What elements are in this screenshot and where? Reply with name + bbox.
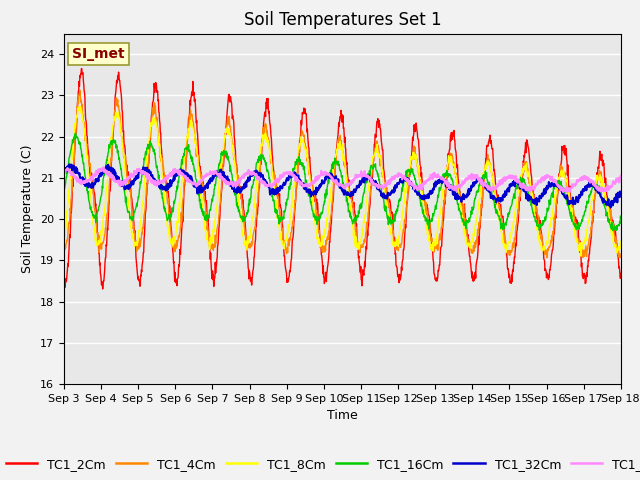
TC1_8Cm — [171, 234, 179, 240]
TC1_8Cm — [76, 103, 84, 109]
TC1_4Cm — [184, 130, 192, 136]
TC1_32Cm — [171, 176, 179, 181]
TC1_16Cm — [184, 147, 192, 153]
TC1_16Cm — [72, 131, 79, 136]
Legend: TC1_2Cm, TC1_4Cm, TC1_8Cm, TC1_16Cm, TC1_32Cm, TC1_50Cm: TC1_2Cm, TC1_4Cm, TC1_8Cm, TC1_16Cm, TC1… — [1, 453, 640, 476]
TC1_2Cm — [429, 259, 437, 264]
TC1_2Cm — [617, 271, 625, 276]
TC1_32Cm — [617, 189, 625, 195]
TC1_4Cm — [76, 87, 84, 93]
TC1_50Cm — [429, 176, 437, 181]
TC1_4Cm — [617, 254, 625, 260]
TC1_50Cm — [551, 177, 559, 183]
TC1_50Cm — [246, 169, 254, 175]
TC1_2Cm — [185, 115, 193, 120]
TC1_32Cm — [65, 161, 73, 167]
TC1_2Cm — [172, 270, 179, 276]
Line: TC1_8Cm: TC1_8Cm — [64, 106, 621, 256]
TC1_50Cm — [171, 169, 179, 175]
Text: SI_met: SI_met — [72, 47, 125, 61]
Line: TC1_2Cm: TC1_2Cm — [64, 69, 621, 289]
TC1_32Cm — [246, 172, 254, 178]
Line: TC1_4Cm: TC1_4Cm — [64, 90, 621, 258]
TC1_4Cm — [171, 243, 179, 249]
TC1_16Cm — [429, 212, 437, 218]
TC1_32Cm — [429, 186, 437, 192]
TC1_32Cm — [551, 180, 559, 186]
TC1_32Cm — [60, 166, 68, 171]
TC1_8Cm — [246, 226, 254, 232]
TC1_4Cm — [502, 244, 509, 250]
Y-axis label: Soil Temperature (C): Soil Temperature (C) — [22, 144, 35, 273]
TC1_16Cm — [246, 196, 254, 202]
TC1_8Cm — [60, 238, 68, 244]
Title: Soil Temperatures Set 1: Soil Temperatures Set 1 — [244, 11, 441, 29]
Line: TC1_16Cm: TC1_16Cm — [64, 133, 621, 231]
TC1_16Cm — [60, 189, 68, 195]
Line: TC1_50Cm: TC1_50Cm — [64, 168, 621, 192]
X-axis label: Time: Time — [327, 409, 358, 422]
TC1_50Cm — [60, 167, 68, 173]
TC1_8Cm — [429, 248, 437, 254]
TC1_2Cm — [77, 66, 85, 72]
TC1_4Cm — [543, 255, 551, 261]
TC1_4Cm — [552, 210, 559, 216]
TC1_2Cm — [60, 279, 68, 285]
TC1_50Cm — [100, 165, 108, 170]
TC1_8Cm — [502, 250, 509, 255]
TC1_2Cm — [99, 286, 106, 292]
TC1_8Cm — [577, 253, 585, 259]
TC1_16Cm — [502, 221, 509, 227]
TC1_50Cm — [559, 189, 567, 195]
TC1_50Cm — [502, 176, 509, 182]
TC1_8Cm — [617, 239, 625, 244]
TC1_4Cm — [246, 241, 254, 247]
TC1_2Cm — [247, 275, 255, 281]
TC1_16Cm — [610, 228, 618, 234]
TC1_8Cm — [184, 126, 192, 132]
TC1_8Cm — [551, 192, 559, 197]
TC1_16Cm — [171, 199, 179, 205]
TC1_50Cm — [617, 173, 625, 179]
TC1_32Cm — [184, 175, 192, 180]
TC1_4Cm — [60, 245, 68, 251]
Line: TC1_32Cm: TC1_32Cm — [64, 164, 621, 207]
TC1_16Cm — [617, 214, 625, 220]
TC1_2Cm — [552, 213, 559, 218]
TC1_50Cm — [184, 178, 192, 183]
TC1_16Cm — [551, 183, 559, 189]
TC1_4Cm — [429, 241, 437, 247]
TC1_32Cm — [502, 191, 509, 197]
TC1_2Cm — [502, 248, 510, 253]
TC1_32Cm — [607, 204, 614, 210]
